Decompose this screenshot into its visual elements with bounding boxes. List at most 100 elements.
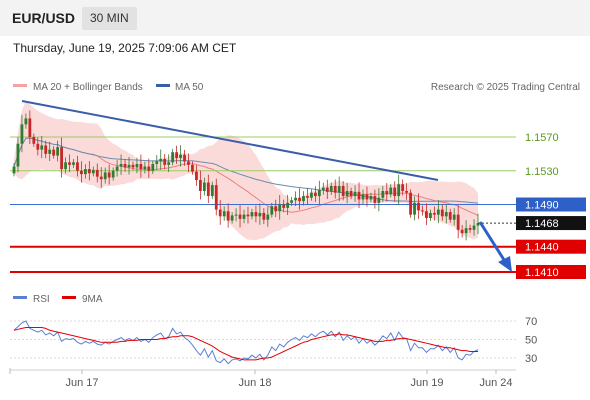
candle-body [250,212,254,217]
candle-body [68,162,71,165]
candle-body [282,204,286,208]
candle-body [306,196,309,198]
candle-body [179,154,182,159]
candle-body [72,162,75,165]
timeframe-button[interactable]: 30 MIN [82,7,137,30]
last-price-label: 1.1468 [525,218,559,230]
ma50-line [13,137,479,204]
candle-body [266,214,270,220]
candle-body [405,191,409,193]
candle-body [226,211,230,221]
candle-body [413,202,416,215]
candle-body [12,166,16,174]
candle-body [167,162,171,165]
rsi-panel: 70 50 30 [10,316,537,365]
candle-body [206,182,210,197]
downtrend-line [21,100,439,181]
candle-body [60,147,63,170]
candle-body [198,180,202,191]
bollinger-legend-label: MA 20 + Bollinger Bands [33,82,143,93]
candle-body [353,191,357,197]
candle-body [294,197,297,201]
candle-body [333,185,337,193]
target-label: 1.1410 [525,267,559,279]
candles [12,110,480,241]
candle-body [222,211,226,217]
candle-body [187,161,190,165]
candle-body [361,194,365,200]
x-tick-label: Jun 24 [479,377,512,389]
candle-body [135,164,139,168]
x-tick-label: Jun 17 [65,377,98,389]
candle-body [139,164,143,170]
candle-body [421,210,424,212]
candle-body [393,187,397,197]
candle-body [242,214,246,219]
candle-body [262,212,266,220]
candle-body [246,214,250,217]
target-label: 1.1440 [525,242,559,254]
candle-body [417,202,420,211]
candle-body [432,212,436,215]
candle-body [210,185,214,197]
ma50-legend-swatch [156,84,170,87]
candle-body [123,164,127,168]
candle-body [397,184,401,197]
symbol-title: EUR/USD [12,10,76,26]
candle-body [314,192,317,197]
pivot-label: 1.1490 [525,200,559,212]
candle-body [456,214,460,230]
candle-body [83,169,87,175]
candle-body [127,164,131,168]
candle-body [214,185,218,210]
candle-body [389,187,393,195]
candle-body [341,185,345,197]
candle-body [464,228,468,234]
rsi-ma-legend-label: 9MA [82,294,103,305]
candle-body [258,212,262,217]
candle-body [191,164,194,172]
candle-body [290,200,294,203]
bollinger-legend-swatch [13,84,27,87]
level-labels: 1.1570 1.1530 1.1490 1.1468 1.1440 1.1410 [516,132,586,279]
last-price-box [516,216,586,231]
candle-body [436,209,440,215]
candle-body [183,154,186,162]
rsi-ma-line [13,327,478,361]
chart-datetime: Thursday, June 19, 2025 7:09:06 AM CET [13,41,237,55]
rsi-tick-label: 30 [525,353,537,365]
rsi-legend-label: RSI [33,294,50,305]
candle-body [159,158,163,162]
candle-body [238,214,242,219]
candle-body [298,197,301,202]
candle-body [107,172,111,178]
candle-body [111,170,115,178]
candle-body [230,215,234,221]
candle-body [349,191,353,197]
candle-body [321,187,325,191]
candle-body [274,206,278,212]
candle-body [163,158,167,165]
resistance-label: 1.1570 [525,132,559,144]
projection-arrow-line [478,221,508,264]
candle-body [115,166,119,171]
candle-body [345,191,349,197]
candle-body [155,161,159,164]
candle-body [24,118,28,125]
candle-body [369,196,373,200]
candle-body [337,185,341,193]
candle-body [32,137,36,144]
candle-body [147,166,151,171]
rsi-ma-legend-swatch [62,296,76,299]
candle-body [357,191,361,200]
candle-body [472,225,476,230]
candle-body [95,169,99,177]
candle-body [278,204,282,212]
rsi-legend-swatch [13,296,27,299]
candle-body [87,169,91,174]
candle-body [40,145,44,150]
candle-body [99,176,103,180]
candle-body [76,162,79,171]
candle-body [302,196,305,202]
candle-body [16,143,20,167]
